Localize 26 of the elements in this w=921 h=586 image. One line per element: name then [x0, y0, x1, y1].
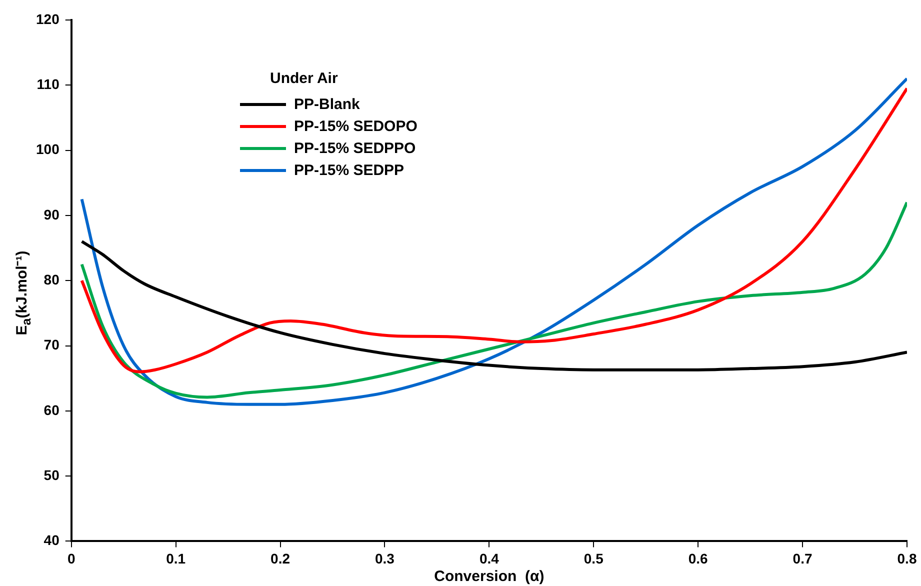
x-tick-label: 0.3 — [374, 550, 395, 566]
legend-label: PP-15% SEDOPO — [294, 118, 418, 134]
y-tick-label: 40 — [44, 532, 60, 548]
legend-label: PP-15% SEDPPO — [294, 140, 416, 156]
line-series — [80, 200, 907, 399]
x-tick-label: 0.2 — [270, 550, 290, 566]
legend-label: PP-15% SEDPP — [294, 162, 404, 178]
legend-label: PP-Blank — [294, 96, 360, 112]
legend-title: Under Air — [270, 70, 339, 87]
x-tick-label: 0.5 — [584, 550, 604, 566]
x-axis-title: Conversion (α) — [434, 568, 544, 586]
y-tick-label: 80 — [44, 271, 60, 288]
y-tick-label: 100 — [36, 141, 60, 158]
y-tick-label: 90 — [44, 206, 60, 222]
x-tick-label: 0.4 — [479, 550, 500, 566]
y-tick-label: 70 — [44, 336, 60, 353]
x-tick-label: 0.6 — [688, 550, 708, 566]
x-tick-label: 0 — [67, 550, 76, 566]
x-tick-label: 0.7 — [792, 550, 812, 566]
y-tick-label: 120 — [36, 10, 60, 27]
x-tick-label: 0.1 — [166, 550, 186, 566]
x-tick-label: 0.8 — [897, 550, 917, 566]
y-tick-label: 60 — [44, 402, 60, 418]
line-series — [80, 240, 907, 372]
y-tick-label: 50 — [44, 466, 60, 483]
y-tick-label: 110 — [36, 76, 60, 92]
